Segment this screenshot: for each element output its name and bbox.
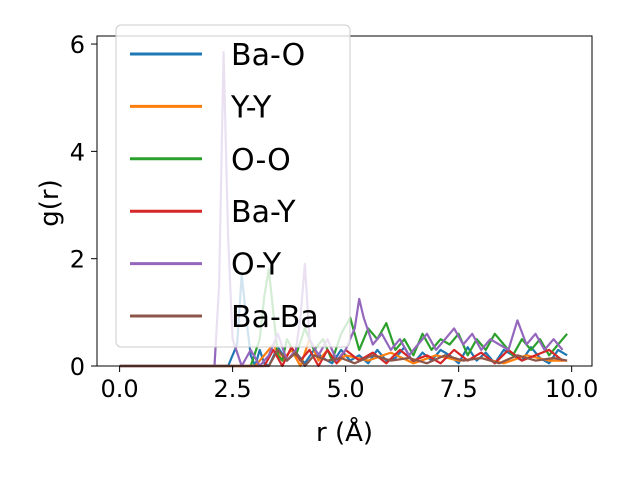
- y-tick-label: 6: [70, 31, 85, 59]
- x-tick-label: 0.0: [101, 375, 139, 403]
- y-tick-label: 2: [70, 246, 85, 274]
- legend-entry-o-o: O-O: [130, 143, 291, 178]
- legend-entry-ba-ba: Ba-Ba: [130, 300, 319, 335]
- legend-box: [115, 24, 351, 348]
- legend-label: Y-Y: [230, 90, 272, 125]
- series-line-ba-ba: [119, 348, 568, 368]
- x-axis-ticks: 0.0 2.5 5.0 7.5 10.0: [101, 366, 598, 403]
- legend-entry-o-y: O-Y: [130, 248, 282, 283]
- legend-label: Ba-Ba: [231, 300, 319, 335]
- plot-lines: [119, 50, 568, 368]
- x-tick-label: 2.5: [214, 375, 252, 403]
- legend-entry-ba-y: Ba-Y: [130, 195, 296, 230]
- legend-label: O-O: [231, 143, 291, 178]
- series-line-ba-o: [119, 273, 568, 368]
- series-line-o-y: [119, 50, 564, 368]
- y-tick-label: 4: [70, 138, 85, 166]
- x-tick-label: 7.5: [440, 375, 478, 403]
- legend-label: O-Y: [231, 248, 282, 283]
- legend-label: Ba-O: [231, 38, 305, 73]
- y-axis-ticks: 0 2 4 6: [70, 31, 97, 381]
- legend: Ba-O Y-Y O-O Ba-Y O-Y Ba-Ba: [115, 24, 351, 348]
- legend-entry-ba-o: Ba-O: [130, 38, 305, 73]
- legend-entry-y-y: Y-Y: [130, 90, 272, 125]
- y-tick-label: 0: [70, 353, 85, 381]
- x-tick-label: 10.0: [545, 375, 598, 403]
- y-axis-label: g(r): [35, 179, 65, 226]
- x-tick-label: 5.0: [327, 375, 365, 403]
- x-axis-label: r (Å): [316, 416, 373, 448]
- legend-label: Ba-Y: [231, 195, 296, 230]
